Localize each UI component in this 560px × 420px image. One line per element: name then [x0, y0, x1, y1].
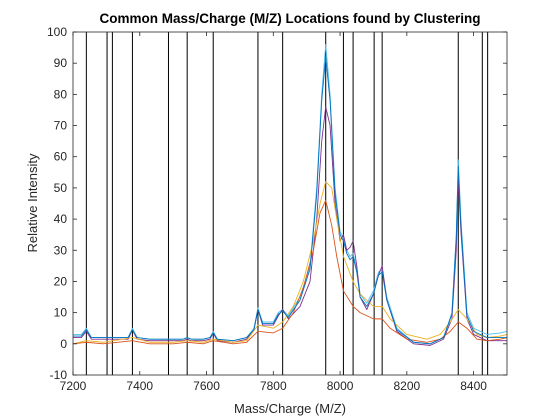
y-tick-label-4: 30: [54, 243, 68, 257]
y-ticks: -10 0 10 20 30 40 50 60 70 80 90 100: [47, 25, 507, 382]
x-tick-label-6: 8400: [460, 379, 487, 393]
y-tick-label-3: 20: [54, 274, 68, 288]
chart-title: Common Mass/Charge (M/Z) Locations found…: [99, 11, 480, 26]
x-tick-label-3: 7800: [260, 379, 287, 393]
x-tick-label-5: 8200: [393, 379, 420, 393]
y-tick-label-9: 80: [54, 87, 68, 101]
plot-area: [73, 32, 507, 375]
y-tick-label-7: 60: [54, 150, 68, 164]
series-group: [72, 44, 508, 346]
y-axis-label: Relative Intensity: [25, 153, 40, 252]
x-axis-label: Mass/Charge (M/Z): [234, 401, 346, 416]
axes-box: [72, 31, 508, 376]
x-tick-label-2: 7600: [193, 379, 220, 393]
y-tick-label-10: 90: [54, 56, 68, 70]
y-tick-label-2: 10: [54, 306, 68, 320]
cluster-lines: [85, 32, 489, 375]
y-tick-label-11: 100: [47, 25, 67, 39]
y-tick-label-8: 70: [54, 119, 68, 133]
y-tick-label-0: -10: [50, 368, 68, 382]
x-tick-label-1: 7400: [126, 379, 153, 393]
y-tick-label-5: 40: [54, 212, 68, 226]
x-tick-label-0: 7200: [60, 379, 87, 393]
series-line-1: [73, 106, 507, 346]
x-ticks: 7200 7400 7600 7800 8000 8200 8400: [60, 32, 487, 393]
y-tick-label-6: 50: [54, 181, 68, 195]
x-tick-label-4: 8000: [327, 379, 354, 393]
y-tick-label-1: 0: [60, 337, 67, 351]
series-line-3: [72, 199, 508, 345]
series-line-4: [73, 56, 507, 345]
